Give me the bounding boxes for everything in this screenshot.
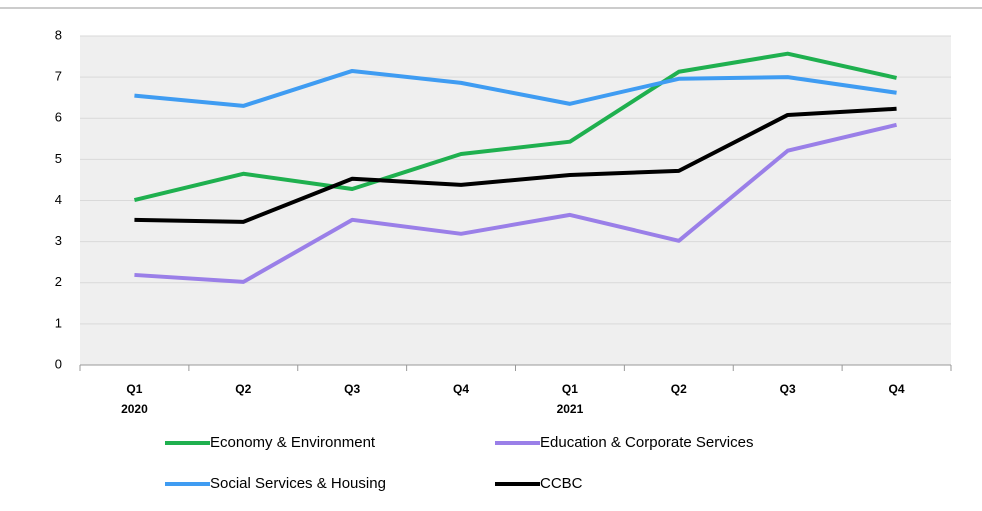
y-tick-label: 4 <box>55 192 62 207</box>
series-line <box>134 106 897 224</box>
x-tick-label: Q3 <box>780 382 796 396</box>
x-tick-label: Q2 <box>671 382 687 396</box>
legend-label: Social Services & Housing <box>210 475 386 492</box>
x-group-label: 2020 <box>121 402 148 416</box>
x-tick-label: Q4 <box>453 382 469 396</box>
x-tick-label: Q3 <box>344 382 360 396</box>
series-line <box>133 51 897 203</box>
y-tick-label: 8 <box>55 27 62 42</box>
x-tick-label: Q4 <box>889 382 905 396</box>
x-group-label: 2021 <box>557 402 584 416</box>
legend-label: Education & Corporate Services <box>540 434 753 451</box>
x-tick-label: Q2 <box>235 382 251 396</box>
series-line <box>134 68 897 108</box>
y-tick-label: 2 <box>55 274 62 289</box>
y-tick-label: 5 <box>55 151 62 166</box>
y-tick-label: 7 <box>55 69 62 84</box>
x-tick-label: Q1 <box>126 382 142 396</box>
legend-label: Economy & Environment <box>210 434 376 451</box>
y-tick-label: 1 <box>55 315 62 330</box>
y-tick-label: 0 <box>55 356 62 371</box>
y-tick-label: 3 <box>55 233 62 248</box>
series-line <box>134 122 898 284</box>
y-tick-label: 6 <box>55 110 62 125</box>
legend-label: CCBC <box>540 475 583 492</box>
x-tick-label: Q1 <box>562 382 578 396</box>
